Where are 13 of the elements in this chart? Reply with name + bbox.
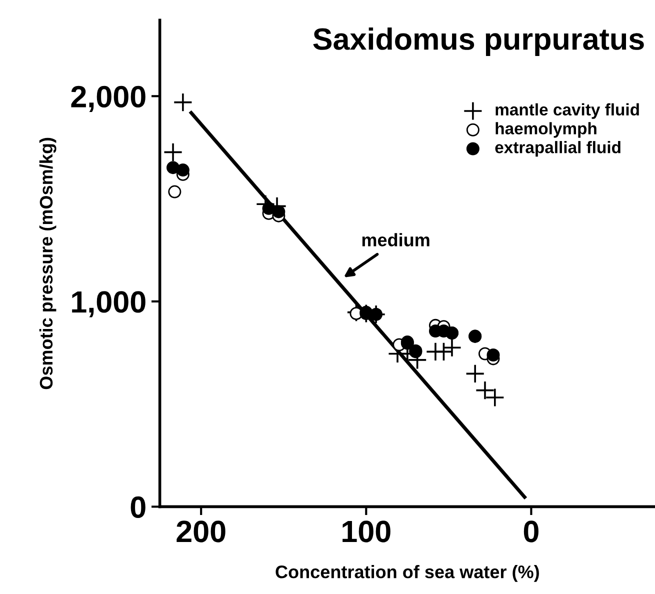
annotation: medium xyxy=(362,233,430,246)
x-axis-title: Concentration of sea water (%) xyxy=(276,565,539,582)
y-axis-title: Osmotic pressure (mOsm/kg) xyxy=(39,138,56,390)
y-tick-label: 1,000 xyxy=(72,291,146,318)
x-tick-label: 200 xyxy=(176,520,226,542)
legend-label: mantle cavity fluid xyxy=(496,103,639,119)
legend-label: haemolymph xyxy=(496,122,596,138)
legend-label: extrapallial fluid xyxy=(495,141,620,157)
y-tick-label: 0 xyxy=(130,496,146,518)
y-tick-label: 2,000 xyxy=(71,86,146,112)
chart-title: Saxidomus purpuratus xyxy=(313,27,644,56)
x-tick-label: 0 xyxy=(524,520,538,542)
x-tick-label: 100 xyxy=(342,520,390,542)
